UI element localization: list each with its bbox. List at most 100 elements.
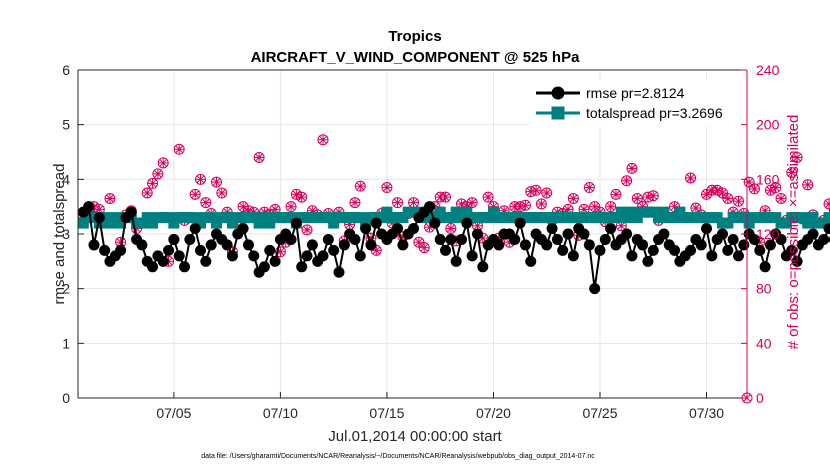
obs-count-point [775,192,787,204]
totalspread-point [828,212,830,224]
obs-count-point [610,188,622,200]
obs-count-point [296,191,308,203]
rmse-point [456,233,468,245]
y2-tick-label: 0 [756,390,764,406]
obs-count-point [690,202,702,214]
rmse-point [136,239,148,251]
rmse-point [525,255,537,267]
obs-count-point [770,182,782,194]
y2-tick-label: 40 [756,335,772,351]
rmse-point [226,250,238,262]
rmse-point [83,201,95,213]
rmse-point [301,250,313,262]
rmse-point [290,217,302,229]
rmse-point [546,223,558,235]
rmse-point [621,228,633,240]
rmse-point [195,244,207,256]
chart-title: Tropics [388,28,441,45]
rmse-point [99,244,111,256]
rmse-point [189,223,201,235]
rmse-point [775,233,787,245]
obs-count-point [482,191,494,203]
rmse-point [823,223,830,235]
obs-count-point [354,180,366,192]
obs-count-point [626,162,638,174]
obs-count-point [189,188,201,200]
rmse-point [269,255,281,267]
obs-count-point [802,179,814,191]
rmse-point [551,233,563,245]
y2-tick-label: 160 [756,171,780,187]
rmse-point [818,233,830,245]
legend-totalspread-label: totalspread pr=3.2696 [586,105,723,121]
obs-count-point [157,157,169,169]
y-tick-label: 3 [62,226,70,242]
rmse-point [248,250,260,262]
obs-count-point [253,151,265,163]
rmse-point [716,228,728,240]
rmse-point [173,250,185,262]
rmse-point [764,239,776,251]
rmse-point [163,244,175,256]
rmse-point [727,233,739,245]
y-tick-label: 5 [62,117,70,133]
y-axis-label: rmse and totalspread [51,164,68,305]
rmse-point [237,223,249,235]
obs-count-point [583,182,595,194]
obs-count-point [285,201,297,213]
y-tick-label: 2 [62,281,70,297]
obs-count-point [589,201,601,213]
rmse-point [264,244,276,256]
rmse-point [562,228,574,240]
totalspread-series [77,206,830,229]
rmse-point [147,261,159,273]
obs-count-point [466,197,478,209]
obs-count-point [519,199,531,211]
rmse-point [365,239,377,251]
obs-count-point [445,223,457,235]
rmse-point [221,239,233,251]
rmse-point [706,250,718,262]
rmse-point [695,239,707,251]
rmse-point [306,239,318,251]
obs-count-point [301,224,313,236]
totalspread-point [823,212,830,224]
rmse-point [440,244,452,256]
obs-count-point [567,192,579,204]
data-file-footnote: data file: /Users/gharamti/Documents/NCA… [201,453,595,460]
y-tick-label: 6 [62,62,70,78]
y2-tick-label: 80 [756,281,772,297]
obs-count-point [732,195,744,207]
obs-count-point [786,167,798,178]
obs-count-point [392,197,404,209]
rmse-point [589,283,601,295]
rmse-point [807,228,819,240]
obs-count-point [408,197,420,209]
rmse-point [701,223,713,235]
rmse-point [434,233,446,245]
rmse-point [93,212,105,224]
obs-count-point [685,172,697,184]
legend-totalspread-marker [551,106,565,120]
rmse-point [567,250,579,262]
rmse-point [338,239,350,251]
rmse-point [258,261,270,273]
obs-count-point [104,192,116,204]
obs-count-point [152,168,164,180]
obs-count-point [200,197,212,209]
rmse-point [354,250,366,262]
rmse-point [599,233,611,245]
rmse-point [445,233,457,245]
rmse-point [578,228,590,240]
rmse-point [669,244,681,256]
rmse-point [184,233,196,245]
y2-axis-label: # of obs: o=possible; ×=assimilated [785,115,802,350]
rmse-point [392,223,404,235]
x-tick-label: 07/15 [369,405,404,421]
obs-count-point [828,207,830,215]
obs-count-point [605,201,617,213]
obs-count-point [615,220,627,232]
obs-count-point [647,190,659,202]
rmse-point [637,239,649,251]
